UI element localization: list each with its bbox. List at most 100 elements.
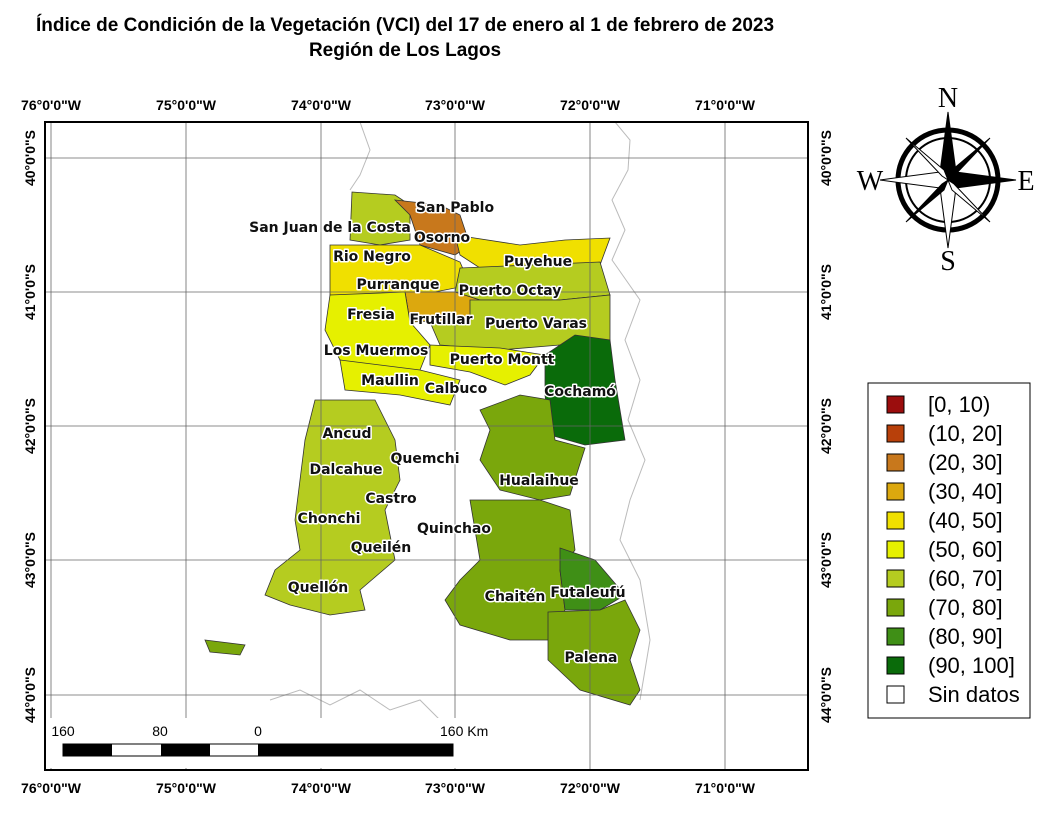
- commune-label: San Juan de la Costa: [249, 220, 411, 236]
- scale-segment: [63, 744, 112, 756]
- region: [547, 599, 641, 706]
- region: [204, 639, 246, 656]
- scale-label: 160 Km: [440, 723, 488, 739]
- commune-label: Puerto Octay: [459, 283, 562, 299]
- legend-swatch: [886, 453, 905, 472]
- legend-label: [0, 10): [928, 392, 990, 417]
- legend-label: (70, 80]: [928, 595, 1003, 620]
- scale-label: 160: [51, 723, 75, 739]
- legend-label: Sin datos: [928, 682, 1020, 707]
- legend-label: (40, 50]: [928, 508, 1003, 533]
- compass-north: N: [938, 83, 958, 114]
- longitude-label: 72°0'0"W: [560, 97, 621, 113]
- longitude-label: 74°0'0"W: [291, 97, 352, 113]
- legend-swatch: [886, 598, 905, 617]
- commune-label: Puerto Varas: [485, 316, 587, 332]
- region: [429, 344, 546, 386]
- legend-swatch: [886, 540, 905, 559]
- compass-point: [905, 137, 950, 182]
- coastline: [269, 689, 441, 721]
- region: [349, 191, 411, 246]
- commune-label: Futaleufú: [550, 585, 625, 601]
- commune-label: Osorno: [414, 230, 471, 246]
- scale-segment: [258, 744, 453, 756]
- region: [444, 499, 576, 641]
- longitude-label: 73°0'0"W: [425, 97, 486, 113]
- latitude-label: 44°0'0"S: [22, 667, 38, 723]
- commune-label: Los Muermos: [324, 343, 429, 359]
- commune-label: Quellón: [288, 580, 349, 596]
- latitude-label: 40°0'0"S: [818, 130, 834, 186]
- map-frame: [44, 121, 809, 771]
- longitude-label: 72°0'0"W: [560, 780, 621, 796]
- map-title: Índice de Condición de la Vegetación (VC…: [36, 14, 774, 36]
- scale-label: 80: [152, 723, 168, 739]
- commune-label: Puerto Montt: [450, 352, 555, 368]
- legend-swatch: [886, 685, 905, 704]
- region: [339, 359, 461, 406]
- scale-segment: [161, 744, 210, 756]
- legend-swatch: [886, 569, 905, 588]
- legend-swatch: [886, 511, 905, 530]
- longitude-label: 73°0'0"W: [425, 780, 486, 796]
- commune-label: Hualaihue: [499, 473, 579, 489]
- latitude-label: 42°0'0"S: [22, 398, 38, 454]
- legend-label: (10, 20]: [928, 421, 1003, 446]
- scale-label: 0: [254, 723, 262, 739]
- map-area: 160 80 0 160 Km: [44, 121, 809, 771]
- latitude-label: 43°0'0"S: [818, 532, 834, 588]
- commune-label: Chaitén: [485, 589, 546, 605]
- commune-label: Dalcahue: [309, 462, 382, 478]
- coastline: [349, 121, 371, 191]
- commune-label: Fresia: [347, 307, 395, 323]
- scale-bar-bg: [47, 718, 472, 768]
- commune-label: Maullin: [361, 373, 419, 389]
- commune-label: Chonchi: [298, 511, 361, 527]
- legend-swatch: [886, 656, 905, 675]
- latitude-label: 42°0'0"S: [818, 398, 834, 454]
- scale-bar: [62, 743, 454, 757]
- legend-label: (60, 70]: [928, 566, 1003, 591]
- commune-label: Castro: [365, 491, 417, 507]
- legend: [0, 10) (10, 20] (20, 30] (30, 40] (40, 50] (…: [886, 392, 1020, 707]
- compass-east: E: [1017, 166, 1034, 197]
- legend-label: (30, 40]: [928, 479, 1003, 504]
- commune-label: Quemchi: [390, 451, 459, 467]
- latitude-label: 43°0'0"S: [22, 532, 38, 588]
- region: [479, 394, 586, 501]
- legend-swatch: [886, 424, 905, 443]
- legend-label: (50, 60]: [928, 537, 1003, 562]
- commune-label: Puyehue: [504, 254, 572, 270]
- commune-label: Frutillar: [410, 312, 473, 328]
- legend-swatch: [886, 482, 905, 501]
- legend-label: (80, 90]: [928, 624, 1003, 649]
- legend-label: (20, 30]: [928, 450, 1003, 475]
- longitude-label: 71°0'0"W: [695, 97, 756, 113]
- longitude-label: 76°0'0"W: [21, 780, 82, 796]
- latitude-label: 40°0'0"S: [22, 130, 38, 186]
- compass-south: S: [940, 246, 956, 277]
- region: [429, 294, 611, 351]
- longitude-label: 76°0'0"W: [21, 97, 82, 113]
- commune-label: Palena: [564, 650, 617, 666]
- map-subtitle: Región de Los Lagos: [309, 40, 501, 61]
- compass-west: W: [857, 166, 884, 197]
- commune-label: Calbuco: [425, 381, 488, 397]
- longitude-label: 75°0'0"W: [156, 780, 217, 796]
- commune-label: Purranque: [357, 277, 440, 293]
- longitude-label: 74°0'0"W: [291, 780, 352, 796]
- commune-label: Ancud: [322, 426, 371, 442]
- commune-label: Quinchao: [417, 521, 491, 537]
- longitude-label: 75°0'0"W: [156, 97, 217, 113]
- commune-label: Queilén: [351, 540, 411, 556]
- commune-label: San Pablo: [416, 200, 495, 216]
- latitude-label: 44°0'0"S: [818, 667, 834, 723]
- legend-swatch: [886, 395, 905, 414]
- latitude-label: 41°0'0"S: [22, 264, 38, 320]
- region: [264, 399, 401, 616]
- legend-label: (90, 100]: [928, 653, 1015, 678]
- commune-label: Cochamó: [544, 384, 616, 400]
- commune-label: Rio Negro: [333, 249, 411, 265]
